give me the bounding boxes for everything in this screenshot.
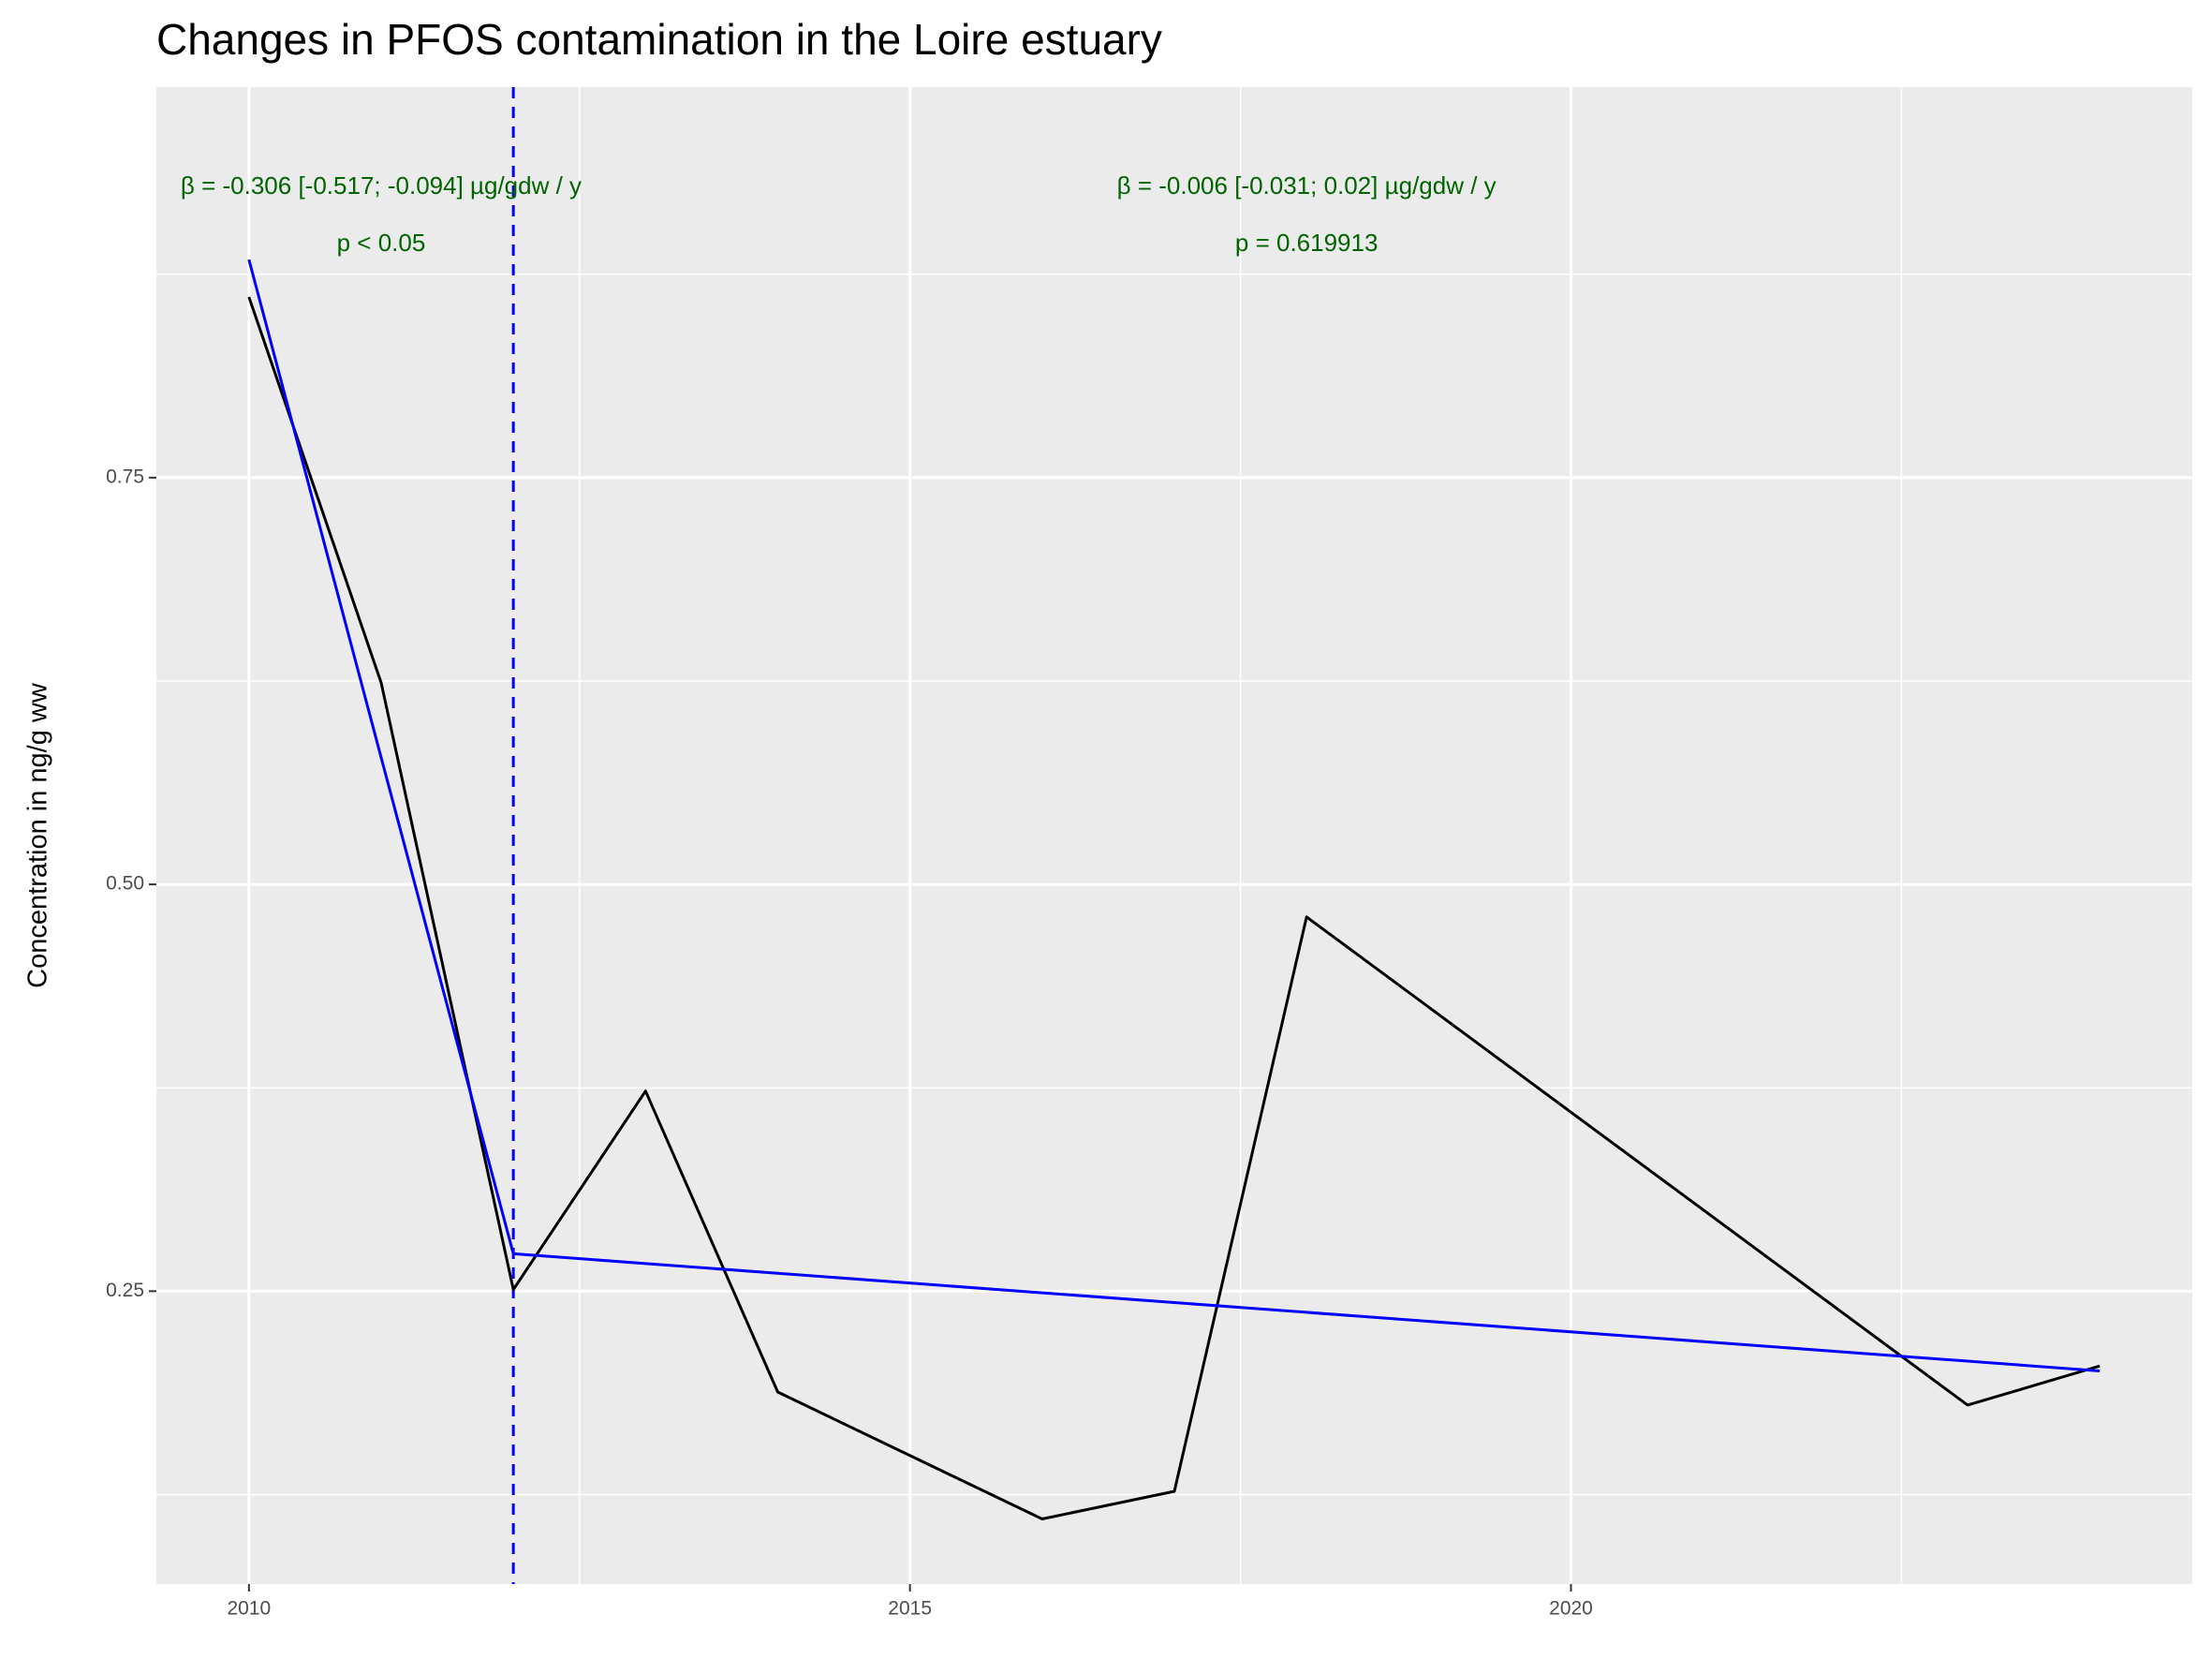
x-tick-label: 2020 [1549,1598,1593,1620]
series-line [247,296,2101,1521]
chart-title: Changes in PFOS contamination in the Loi… [156,15,1162,64]
x-tick-label: 2015 [888,1598,932,1620]
grid [156,87,2192,1584]
y-tick-label: 0.25 [106,1280,144,1301]
x-tick-label: 2010 [227,1598,271,1620]
panel-background [156,87,2192,1584]
series-line [247,259,2101,1372]
annotation-text: β = -0.306 [-0.517; -0.094] µg/gdw / y [181,171,582,200]
y-tick-label: 0.50 [106,873,144,895]
plot-area: β = -0.306 [-0.517; -0.094] µg/gdw / y p … [181,87,2101,1584]
annotation-text: β = -0.006 [-0.031; 0.02] µg/gdw / y [1117,171,1497,200]
annotation-p: p = 0.619913 [1235,229,1379,257]
y-tick-label: 0.75 [106,466,144,487]
annotation-p: p < 0.05 [337,229,426,257]
y-axis-title: Concentration in ng/g ww [23,682,53,988]
